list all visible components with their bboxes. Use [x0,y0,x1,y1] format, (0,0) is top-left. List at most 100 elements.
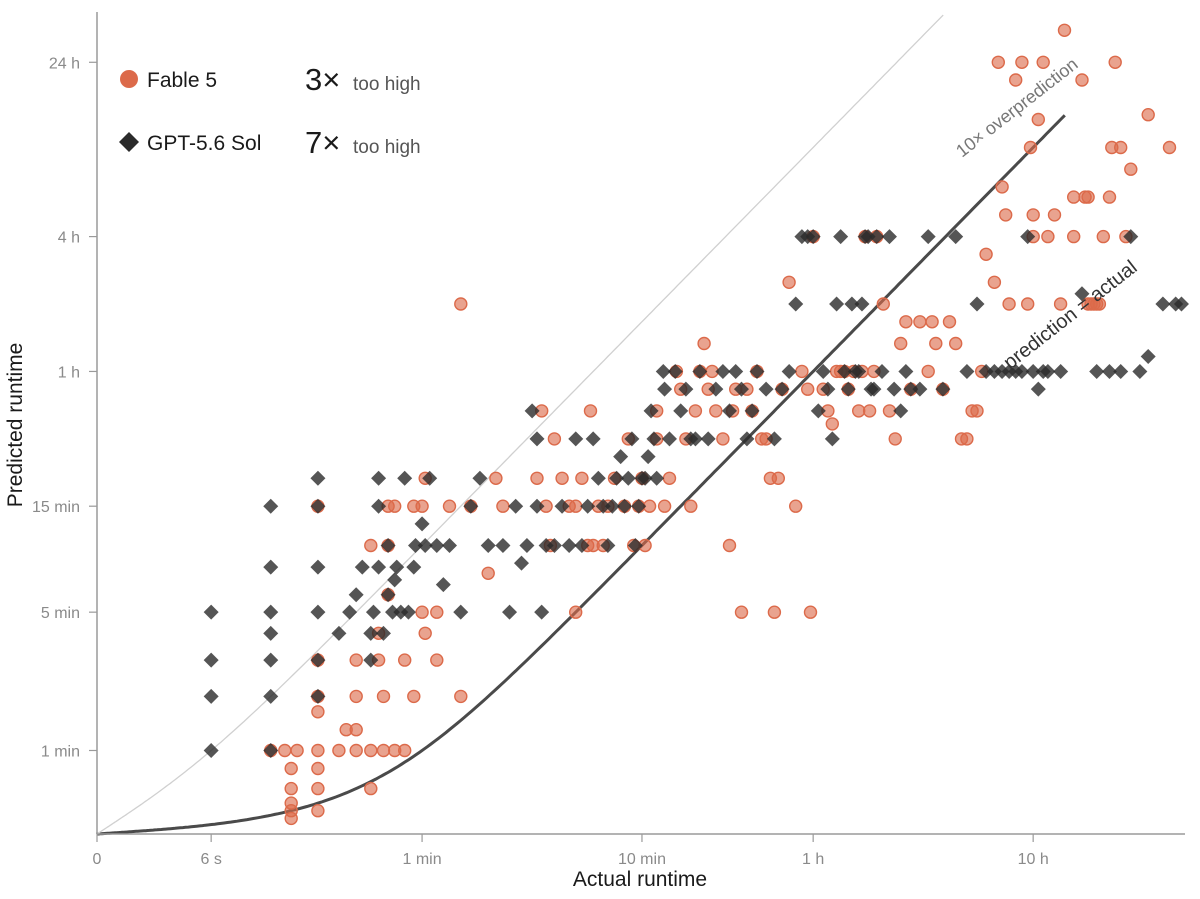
gpt-point [657,381,673,397]
fable-point [876,297,890,311]
fable-point [1141,107,1155,122]
gpt-point [375,625,391,641]
fable-point [481,566,495,580]
gpt-point [898,363,914,379]
gpt-point [574,538,590,554]
gpt-point [580,498,596,514]
y-axis-title: Predicted runtime [4,343,27,508]
fable-point [970,404,984,418]
gpt-point [554,498,570,514]
gpt-point [310,559,326,575]
fable-point [1124,162,1138,176]
gpt-point [263,559,279,575]
gpt-point [673,403,689,419]
fable-point [376,689,391,704]
gpt-point [400,604,416,620]
fable-point [1015,55,1029,69]
gpt-point [969,296,985,312]
gpt-point [342,604,358,620]
fable-point [862,404,877,418]
fable-point [697,336,711,351]
gpt-point [788,296,804,312]
fable-point [311,705,325,719]
gpt-point [387,572,403,588]
fable-point [1036,55,1050,69]
gpt-point [442,538,458,554]
gpt-point [893,403,909,419]
fable-point [349,653,363,667]
gpt-point [263,688,279,704]
legend-label-fable: Fable 5 [147,69,217,92]
fable-point [1057,23,1072,37]
gpt-point [781,363,797,379]
x-ticks: 0 6 s 1 min 10 min 1 h 10 h [93,834,1049,868]
legend: Fable 5 3× too high GPT-5.6 Sol 7× too h… [119,62,421,160]
gpt-point [472,470,488,486]
gpt-point [263,742,279,758]
fable-point [332,743,346,758]
fable-point [1047,208,1062,222]
fable-point [991,55,1005,69]
fable-point [1081,190,1095,204]
gpt-point [529,498,545,514]
gpt-point [354,559,370,575]
fable-point [1009,73,1023,87]
fable-point [311,804,325,818]
fable-point [999,208,1013,222]
fable-point [284,781,298,796]
gpt-point [585,431,601,447]
gpt-point [986,363,1002,379]
fable-point [364,538,378,553]
fable-point [789,499,803,513]
y-tick-label: 24 h [49,55,80,72]
fable-point [454,689,468,704]
legend-marker-fable [120,70,138,88]
gpt-point [534,604,550,620]
data-points [203,23,1189,826]
fable-point [349,743,363,758]
gpt-point [393,604,409,620]
gpt-point [453,604,469,620]
fable-point [349,723,363,737]
fable-point [547,432,562,446]
fable-point [888,432,902,446]
gpt-point [1173,296,1189,312]
fable-point [1031,112,1046,127]
gpt-point [881,229,897,245]
x-tick-label: 1 min [403,851,442,868]
gpt-point [203,604,219,620]
gpt-point [604,498,620,514]
gpt-point [414,516,430,532]
gpt-point [422,470,438,486]
gpt-point [935,381,951,397]
gpt-point [1123,229,1139,245]
gpt-point [417,538,433,554]
gpt-point [363,625,379,641]
gpt-point [903,381,919,397]
gpt-point [595,498,611,514]
x-tick-label: 10 h [1018,851,1049,868]
fable-point [1102,190,1117,204]
gpt-point [829,296,845,312]
gpt-point [310,652,326,668]
gpt-point [429,538,445,554]
gpt-point [1132,363,1148,379]
gpt-point [203,742,219,758]
fable-point [801,382,815,396]
gpt-point [637,470,653,486]
gpt-point [363,652,379,668]
fable-point [942,315,957,329]
gpt-point [920,229,936,245]
gpt-point [869,229,885,245]
gpt-point [655,363,671,379]
gpt-point [203,688,219,704]
gpt-point [851,363,867,379]
gpt-point [640,449,656,465]
fable-point [398,743,412,758]
axes [96,12,1185,835]
gpt-point [310,604,326,620]
fable-point [1162,140,1177,155]
fable-point [1002,297,1016,311]
fable-point [929,336,943,351]
